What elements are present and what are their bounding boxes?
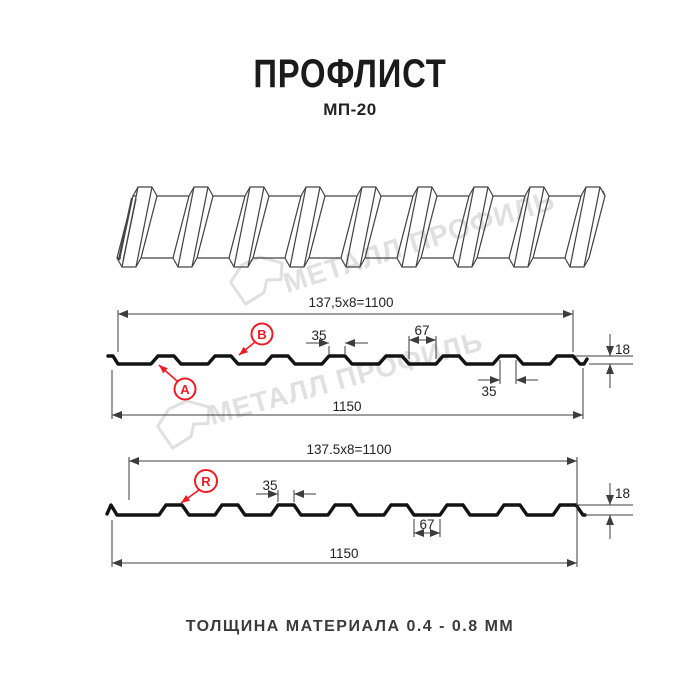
sheet-3d-rib-line: [289, 186, 307, 268]
dim-pitch-label: 137,5x8=1100: [309, 295, 394, 310]
sheet-3d-rib-line: [420, 195, 438, 259]
dim-total-label: 1150: [332, 399, 361, 414]
profile-outline-front: [106, 354, 589, 366]
marker-r-letter: R: [201, 474, 211, 489]
marker-b-letter: B: [257, 327, 266, 342]
sheet-3d-rib-line: [564, 195, 582, 259]
sheet-3d-rib-line: [284, 195, 302, 259]
page-title: ПРОФЛИСТ: [253, 52, 447, 96]
cross-section-reverse: 137.5x8=1100 35 67 18 1150: [105, 442, 633, 567]
sheet-3d-view: [116, 186, 606, 268]
sheet-3d-rib-line: [532, 195, 550, 259]
sheet-3d-rib-line: [191, 186, 209, 268]
sheet-3d-rib-line: [476, 195, 494, 259]
dim-height-label: 18: [615, 342, 630, 357]
profile-model-subtitle: МП-20: [323, 100, 377, 119]
dim-rib-top-front: 35: [306, 328, 368, 354]
sheet-3d-rib-line: [228, 195, 246, 259]
dim-valley-reverse: 67: [413, 517, 441, 537]
dim-rib-top-2-front: 35: [478, 360, 538, 399]
brand-watermark-text: МЕТАЛЛ ПРОФИЛЬ: [279, 184, 558, 299]
sheet-3d-rib-line: [401, 186, 419, 268]
dim-height-label: 18: [615, 486, 630, 501]
sheet-3d-rib-line: [583, 186, 601, 268]
sheet-3d-rib-line: [513, 186, 531, 268]
material-thickness-note: ТОЛЩИНА МАТЕРИАЛА 0.4 - 0.8 ММ: [185, 618, 515, 635]
dim-pitch-label: 137.5x8=1100: [307, 442, 392, 457]
dim-rib-top-label: 35: [311, 328, 326, 343]
dim-valley-label: 67: [419, 517, 434, 532]
sheet-3d-rib-line: [140, 195, 158, 259]
brand-logo-outline-icon: [229, 255, 284, 306]
sheet-3d-rib-line: [471, 186, 489, 268]
dim-pitch-front: 137,5x8=1100: [117, 295, 574, 352]
sheet-3d-rib-line: [116, 195, 134, 259]
sheet-3d-rib-line: [457, 186, 475, 268]
dim-total-front: 1150: [111, 368, 584, 419]
marker-a: A: [158, 364, 197, 401]
sheet-3d-rib-line: [359, 186, 377, 268]
dim-rib-top-reverse: 35: [256, 478, 316, 502]
sheet-3d-rib-line: [247, 186, 265, 268]
sheet-3d-rib-line: [569, 186, 587, 268]
sheet-3d-rib-line: [135, 186, 153, 268]
dim-pitch-reverse: 137.5x8=1100: [128, 442, 578, 567]
dim-height-reverse: 18: [578, 483, 633, 539]
brand-watermark-upper: МЕТАЛЛ ПРОФИЛЬ: [229, 184, 559, 306]
dim-rib-top-2-label: 35: [481, 384, 496, 399]
sheet-3d-rib-line: [308, 195, 326, 259]
sheet-3d-rib-line: [508, 195, 526, 259]
marker-r: R: [180, 469, 218, 504]
dim-total-label: 1150: [329, 546, 358, 561]
dim-valley-front: 67: [408, 323, 437, 359]
sheet-3d-rib-line: [233, 186, 251, 268]
sheet-3d-far-edge: [132, 186, 606, 197]
marker-a-letter: A: [180, 382, 190, 397]
brand-logo-outline-icon: [156, 399, 211, 450]
sheet-3d-rib-line: [303, 186, 321, 268]
dim-height-front: 18: [575, 334, 633, 388]
sheet-3d-rib-line: [172, 195, 190, 259]
sheet-3d-rib-line: [396, 195, 414, 259]
sheet-3d-rib-line: [452, 195, 470, 259]
marker-b: B: [238, 322, 274, 356]
sheet-3d-rib-line: [196, 195, 214, 259]
sheet-3d-rib-line: [345, 186, 363, 268]
dim-total-reverse: 1150: [111, 520, 577, 567]
sheet-3d-rib-line: [415, 186, 433, 268]
sheet-3d-rib-line: [364, 195, 382, 259]
dim-valley-label: 67: [414, 323, 429, 338]
sheet-3d-rib-line: [121, 186, 139, 268]
sheet-3d-rib-line: [252, 195, 270, 259]
cross-section-front: 137,5x8=1100 35 67 18 35: [106, 295, 633, 419]
sheet-3d-rib-line: [527, 186, 545, 268]
sheet-3d-rib-line: [177, 186, 195, 268]
profile-outline-reverse: [105, 503, 587, 517]
sheet-3d-rib-line: [340, 195, 358, 259]
sheet-3d-rib-line: [588, 195, 606, 259]
dim-rib-top-label: 35: [262, 478, 277, 493]
